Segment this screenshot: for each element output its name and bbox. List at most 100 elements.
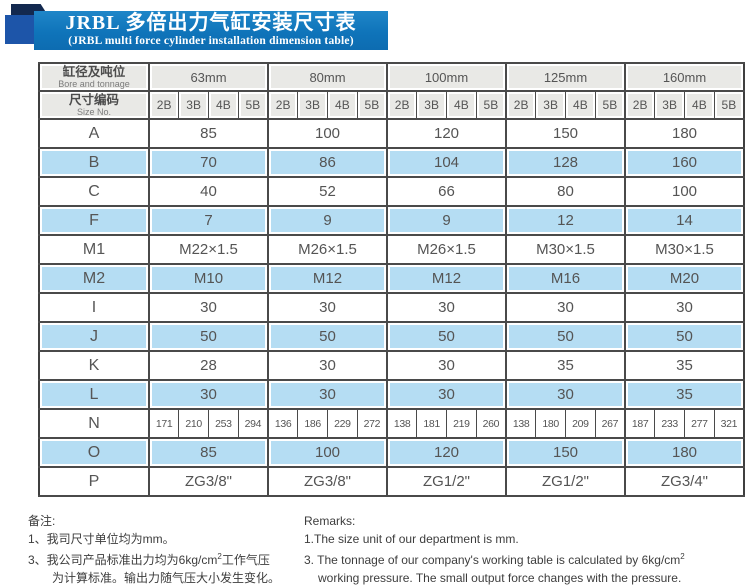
header-row-sizecode: 尺寸编码 Size No. 2B 3B 4B 5B 2B 3B 4B 5B 2B 3B 4B 5B 2B 3B… <box>38 90 745 120</box>
dimension-value: 30 <box>386 379 507 410</box>
dimension-value: 253 <box>208 408 239 439</box>
size-code-header-160mm-2B: 2B <box>624 90 656 120</box>
remarks-cn-heading: 备注: <box>28 514 56 528</box>
size-code-header-80mm-5B: 5B <box>356 90 388 120</box>
bore-tonnage-label-en: Bore and tonnage <box>58 79 130 89</box>
size-code-header-160mm-3B: 3B <box>654 90 685 120</box>
size-code-header-100mm-3B: 3B <box>416 90 447 120</box>
size-code-header-100mm-5B: 5B <box>475 90 507 120</box>
table-row-A: A 85 100 120 150 180 <box>38 118 745 149</box>
header-row-bore: 缸径及吨位 Bore and tonnage 63mm 80mm 100mm 125mm 1… <box>38 62 745 92</box>
size-no-label-en: Size No. <box>76 107 111 117</box>
dimension-value: 136 <box>267 408 299 439</box>
dimension-value: 104 <box>386 147 507 178</box>
dimension-value: 86 <box>267 147 388 178</box>
dimension-value: 171 <box>148 408 180 439</box>
remarks-chinese: 备注: 1、我司尺寸单位均为mm。 3、我公司产品标准出力均为6kg/cm2工作… <box>28 513 300 585</box>
dimension-value: 50 <box>386 321 507 352</box>
remarks-en-line3: working pressure. The small output force… <box>318 570 682 585</box>
row-label-K: K <box>38 350 150 381</box>
dimension-value: 160 <box>624 147 745 178</box>
dimension-value: 100 <box>624 176 745 207</box>
dimension-value: ZG3/4" <box>624 466 745 497</box>
dimension-value: 30 <box>267 292 388 323</box>
dimension-value: 28 <box>148 350 269 381</box>
dimension-value: M26×1.5 <box>386 234 507 265</box>
dimension-value: 180 <box>535 408 566 439</box>
table-row-O: O 85 100 120 150 180 <box>38 437 745 468</box>
remarks-en-line1: 1.The size unit of our department is mm. <box>304 531 519 546</box>
group-header-63mm: 63mm <box>148 62 269 92</box>
dimension-value: 14 <box>624 205 745 236</box>
dimension-value: 30 <box>386 350 507 381</box>
dimension-value: 30 <box>148 379 269 410</box>
dimension-value: 30 <box>505 292 626 323</box>
size-code-header-160mm-5B: 5B <box>713 90 745 120</box>
size-code-header-63mm-3B: 3B <box>178 90 209 120</box>
remarks-cn-line1: 1、我司尺寸单位均为mm。 <box>28 531 175 546</box>
page-title-english: (JRBL multi force cylinder installation … <box>68 35 354 47</box>
dimension-value: 40 <box>148 176 269 207</box>
group-header-80mm: 80mm <box>267 62 388 92</box>
row-label-P: P <box>38 466 150 497</box>
remarks-english: Remarks: 1.The size unit of our departme… <box>304 513 748 585</box>
dimension-value: 181 <box>416 408 447 439</box>
dimension-value: 187 <box>624 408 656 439</box>
dimension-value: 219 <box>446 408 477 439</box>
table-row-L: L 30 30 30 30 35 <box>38 379 745 410</box>
group-header-125mm: 125mm <box>505 62 626 92</box>
row-label-B: B <box>38 147 150 178</box>
dimension-value: 35 <box>505 350 626 381</box>
bore-tonnage-label-cn: 缸径及吨位 <box>62 65 126 79</box>
dimension-value: M30×1.5 <box>505 234 626 265</box>
table-row-F: F 7 9 9 12 14 <box>38 205 745 236</box>
dimension-value: 277 <box>684 408 715 439</box>
row-label-F: F <box>38 205 150 236</box>
dimension-value: ZG3/8" <box>267 466 388 497</box>
dimension-value: ZG1/2" <box>505 466 626 497</box>
row-label-I: I <box>38 292 150 323</box>
row-label-A: A <box>38 118 150 149</box>
dimension-value: 150 <box>505 437 626 468</box>
size-code-header-160mm-4B: 4B <box>684 90 715 120</box>
dimension-value: 180 <box>624 118 745 149</box>
dimension-value: 138 <box>386 408 418 439</box>
banner-tab-decoration <box>5 15 34 44</box>
dimension-value: 272 <box>356 408 388 439</box>
dimension-value: 70 <box>148 147 269 178</box>
dimension-value: 150 <box>505 118 626 149</box>
size-code-header-80mm-3B: 3B <box>297 90 328 120</box>
row-label-M2: M2 <box>38 263 150 294</box>
dimension-value: M12 <box>386 263 507 294</box>
banner-body: JRBL 多倍出力气缸安装尺寸表 (JRBL multi force cylin… <box>34 11 388 50</box>
dimension-value: M10 <box>148 263 269 294</box>
dimension-value: 35 <box>624 379 745 410</box>
dimension-value: 50 <box>148 321 269 352</box>
dimension-value: 100 <box>267 118 388 149</box>
table-row-I: I 30 30 30 30 30 <box>38 292 745 323</box>
dimension-value: 9 <box>267 205 388 236</box>
row-label-J: J <box>38 321 150 352</box>
dimension-value: 30 <box>148 292 269 323</box>
dimension-value: 209 <box>565 408 596 439</box>
dimension-value: 50 <box>624 321 745 352</box>
dimension-value: 52 <box>267 176 388 207</box>
dimension-value: 12 <box>505 205 626 236</box>
table-row-J: J 50 50 50 50 50 <box>38 321 745 352</box>
table-row-P: P ZG3/8" ZG3/8" ZG1/2" ZG1/2" ZG3/4" <box>38 466 745 497</box>
dimension-value: 30 <box>267 379 388 410</box>
size-code-header-63mm-2B: 2B <box>148 90 180 120</box>
dimension-value: 35 <box>624 350 745 381</box>
table-row-M2: M2 M10 M12 M12 M16 M20 <box>38 263 745 294</box>
size-code-header-80mm-4B: 4B <box>327 90 358 120</box>
dimension-value: 66 <box>386 176 507 207</box>
row-label-M1: M1 <box>38 234 150 265</box>
size-code-header-63mm-4B: 4B <box>208 90 239 120</box>
row-label-C: C <box>38 176 150 207</box>
dimension-value: 120 <box>386 437 507 468</box>
dimension-value: ZG3/8" <box>148 466 269 497</box>
dimension-value: 186 <box>297 408 328 439</box>
dimension-value: 30 <box>267 350 388 381</box>
dimension-value: 321 <box>713 408 745 439</box>
size-no-label-cn: 尺寸编码 <box>68 93 119 107</box>
